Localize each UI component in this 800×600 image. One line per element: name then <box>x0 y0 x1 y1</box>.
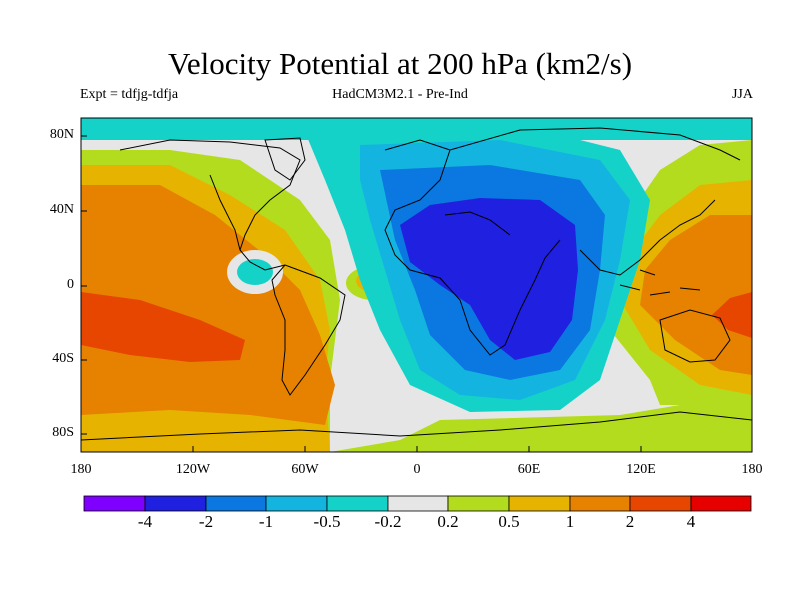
lat-label: 40N <box>49 202 74 217</box>
colorbar-box <box>144 495 207 512</box>
colorbar-box <box>508 495 571 512</box>
australia-coast <box>659 309 731 363</box>
colorbar-label: -4 <box>137 512 153 531</box>
colorbar-label: 0.5 <box>498 512 520 531</box>
model-label: HadCM3M2.1 - Pre-Ind <box>332 87 468 102</box>
colorbar-label: 0.2 <box>437 512 459 531</box>
maritime-islands <box>619 269 701 296</box>
negative-darkblue <box>400 198 578 360</box>
central-america-cyan-core <box>237 259 273 285</box>
axis-ticks <box>81 135 642 452</box>
colorbar-box <box>83 495 146 512</box>
pacific-orange <box>81 185 335 425</box>
colorbar-label: -1 <box>258 512 274 531</box>
colorbar-label: 1 <box>565 512 575 531</box>
southern-band <box>330 405 752 452</box>
north-america-coast <box>119 139 301 271</box>
colorbar <box>83 495 752 512</box>
lon-label: 60E <box>517 462 541 477</box>
lon-label: 180 <box>741 462 763 477</box>
lat-label: 80N <box>49 127 74 142</box>
lon-label: 180 <box>70 462 92 477</box>
colorbar-box <box>447 495 510 512</box>
lon-label: 60W <box>291 462 319 477</box>
asia-coast <box>449 127 741 276</box>
colorbar-box <box>265 495 328 512</box>
wpac-orange <box>640 215 752 375</box>
colorbar-label: -0.2 <box>374 512 402 531</box>
lon-label: 120E <box>626 462 656 477</box>
colorbar-box <box>326 495 389 512</box>
lat-label: 40S <box>52 351 74 366</box>
colorbar-label: 4 <box>686 512 696 531</box>
lat-label: 0 <box>67 277 74 292</box>
experiment-label: Expt = tdfjg-tdfja <box>80 87 179 102</box>
lon-label: 0 <box>413 462 421 477</box>
map-fill <box>81 118 752 452</box>
figure-title: Velocity Potential at 200 hPa (km2/s) <box>167 46 633 81</box>
colorbar-box <box>690 495 752 512</box>
antarctica-coast <box>81 411 752 441</box>
colorbar-box <box>629 495 692 512</box>
wpac-red <box>712 292 752 338</box>
south-america-coast <box>271 264 346 396</box>
colorbar-label: -0.5 <box>313 512 341 531</box>
colorbar-label: -2 <box>198 512 214 531</box>
greenland-coast <box>264 137 306 181</box>
coastlines <box>81 127 752 441</box>
colorbar-box <box>387 495 449 512</box>
lat-label: 80S <box>52 425 74 440</box>
pacific-red <box>81 292 245 362</box>
colorbar-box <box>569 495 631 512</box>
season-label: JJA <box>731 87 753 102</box>
lon-label: 120W <box>175 462 211 477</box>
europe-africa-coast <box>384 139 561 356</box>
colorbar-box <box>205 495 267 512</box>
colorbar-label: 2 <box>625 512 635 531</box>
